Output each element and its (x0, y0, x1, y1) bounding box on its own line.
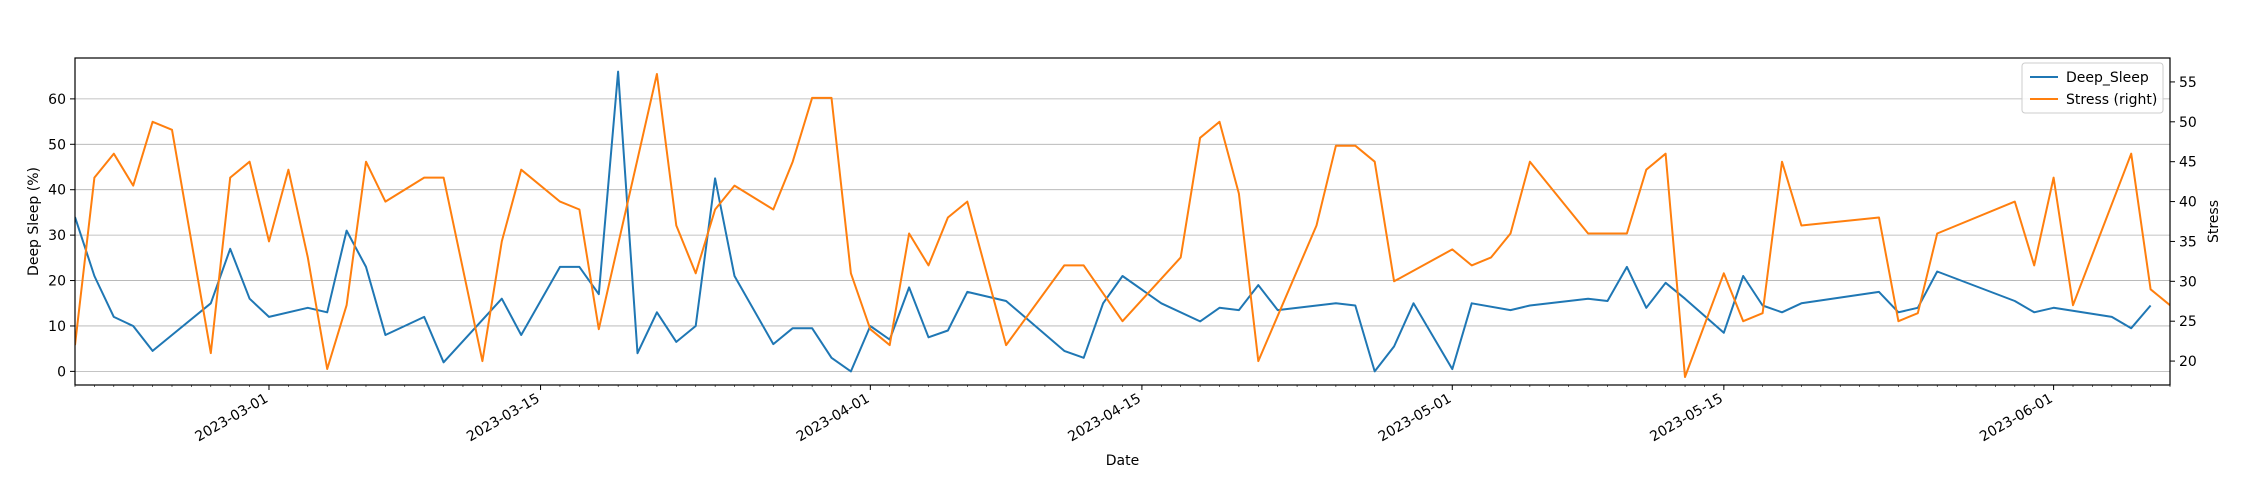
x-axis-ticks: 2023-03-01 2023-03-15 2023-04-01 2023-04-15… (74, 385, 2171, 446)
y-right-axis-ticks: 20 25 30 35 40 45 50 55 (2170, 75, 2197, 370)
y-axis-ticks: 0 10 20 30 40 50 60 (48, 92, 75, 380)
legend-label-stress: Stress (right) (2066, 92, 2157, 108)
plot-frame (74, 57, 2171, 386)
x-tick-label: 2023-06-01 (1977, 391, 2055, 446)
series-layer (75, 70, 2170, 378)
y-tick-label: 0 (57, 364, 66, 380)
y-right-tick-label: 20 (2179, 354, 2197, 370)
y-right-axis-label: Stress (2206, 200, 2222, 243)
y-right-tick-label: 50 (2179, 115, 2197, 131)
x-tick-label: 2023-05-15 (1647, 391, 1725, 446)
deep-sleep-line (75, 70, 2152, 373)
x-tick-label: 2023-03-01 (193, 391, 271, 446)
y-tick-label: 30 (48, 228, 66, 244)
y-tick-label: 40 (48, 183, 66, 199)
x-tick-label: 2023-04-01 (794, 391, 872, 446)
x-tick-label: 2023-04-15 (1065, 391, 1143, 446)
legend-box (2021, 62, 2164, 114)
y-tick-label: 10 (48, 319, 66, 335)
y-right-tick-label: 30 (2179, 274, 2197, 290)
x-axis-label: Date (1106, 453, 1139, 469)
legend: Deep_Sleep Stress (right) (2021, 62, 2164, 114)
legend-label-deep-sleep: Deep_Sleep (2066, 70, 2149, 86)
y-tick-label: 50 (48, 137, 66, 153)
y-right-tick-label: 25 (2179, 314, 2197, 330)
y-axis-label: Deep Sleep (%) (26, 167, 42, 276)
grid-lines (75, 98, 2170, 372)
y-right-tick-label: 55 (2179, 75, 2197, 91)
x-tick-label: 2023-03-15 (464, 391, 542, 446)
y-right-tick-label: 45 (2179, 155, 2197, 171)
y-right-tick-label: 40 (2179, 195, 2197, 211)
y-right-tick-label: 35 (2179, 234, 2197, 250)
y-tick-label: 60 (48, 92, 66, 108)
y-tick-label: 20 (48, 274, 66, 290)
x-tick-label: 2023-05-01 (1376, 391, 1454, 446)
stress-line (75, 73, 2170, 378)
